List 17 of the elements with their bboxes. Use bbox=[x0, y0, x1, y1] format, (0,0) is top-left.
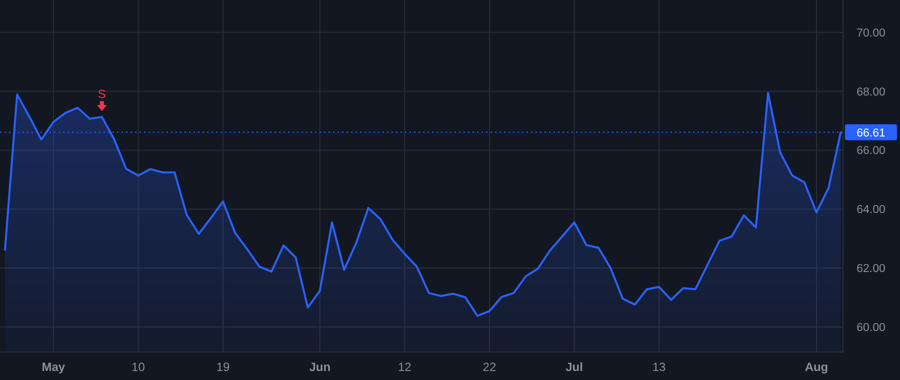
y-tick-label: 64.00 bbox=[856, 204, 886, 216]
y-tick-label: 62.00 bbox=[856, 263, 886, 276]
x-tick-label: 19 bbox=[216, 360, 230, 374]
ref-line-label: 66.61 bbox=[856, 127, 886, 140]
x-tick-label: Jul bbox=[566, 360, 583, 374]
x-tick-label: Aug bbox=[804, 360, 828, 374]
x-tick-label: 22 bbox=[482, 360, 496, 374]
y-tick-label: 68.00 bbox=[856, 86, 886, 98]
y-tick-label: 60.00 bbox=[856, 322, 886, 334]
y-tick-label: 66.00 bbox=[856, 145, 886, 158]
y-tick-label: 70.00 bbox=[856, 27, 886, 40]
x-tick-label: 13 bbox=[652, 360, 666, 374]
annotation: S bbox=[98, 86, 106, 101]
x-tick-label: May bbox=[42, 360, 66, 374]
x-tick-label: Jun bbox=[309, 360, 331, 374]
x-tick-label: 10 bbox=[132, 360, 146, 374]
x-tick-label: 12 bbox=[398, 360, 412, 374]
